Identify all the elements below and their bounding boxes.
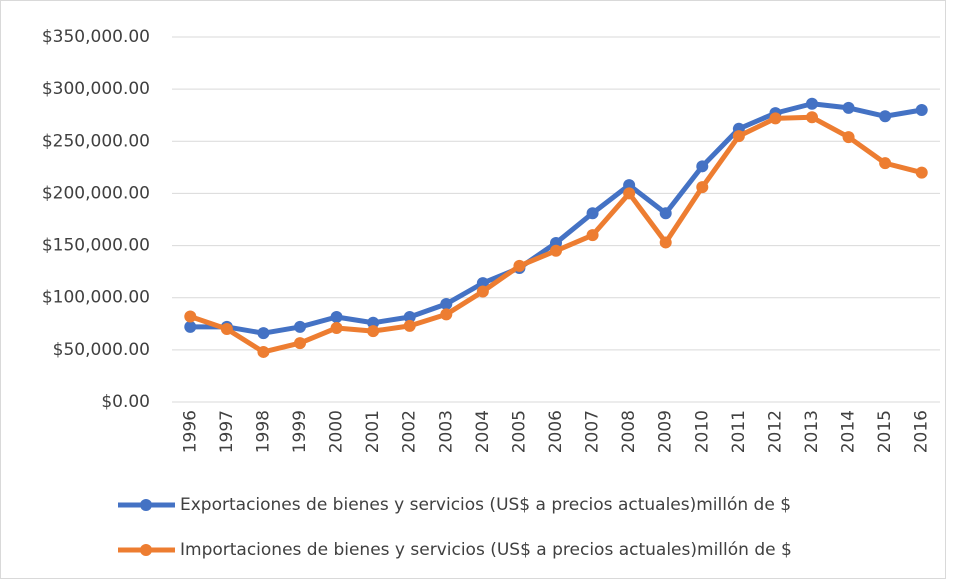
- x-tick-label: 2003: [436, 410, 456, 453]
- point: [440, 297, 453, 310]
- point: [806, 111, 818, 124]
- point: [879, 157, 892, 170]
- y-tick-label: $250,000.00: [42, 131, 150, 151]
- point: [659, 207, 672, 220]
- x-tick-label: 2012: [765, 410, 785, 453]
- point: [403, 319, 416, 332]
- legend-marker: [140, 544, 152, 556]
- point: [184, 320, 197, 333]
- x-tick-label: 2001: [363, 410, 383, 453]
- x-tick-label: 1996: [180, 410, 200, 453]
- point: [623, 187, 636, 200]
- point: [330, 321, 343, 334]
- point: [330, 311, 343, 324]
- point: [696, 181, 709, 194]
- legend-marker: [140, 499, 152, 511]
- point: [476, 277, 489, 290]
- x-tick-label: 2013: [802, 410, 822, 453]
- y-tick-label: $350,000.00: [42, 27, 150, 47]
- x-tick-label: 2011: [729, 410, 749, 453]
- x-tick-label: 2009: [656, 410, 676, 453]
- legend-label: Exportaciones de bienes y servicios (US$…: [180, 495, 791, 515]
- y-tick-label: $50,000.00: [53, 340, 150, 360]
- point: [879, 110, 892, 123]
- point: [294, 320, 306, 333]
- x-tick-label: 1997: [217, 410, 237, 453]
- point: [732, 130, 745, 143]
- x-tick-label: 2005: [509, 410, 529, 453]
- point: [294, 337, 306, 350]
- y-tick-label: $100,000.00: [42, 288, 150, 308]
- point: [513, 259, 526, 272]
- point: [476, 285, 489, 298]
- y-tick-label: $300,000.00: [42, 79, 150, 99]
- x-tick-label: 1999: [290, 410, 310, 453]
- point: [550, 244, 562, 257]
- point: [623, 179, 636, 192]
- point: [806, 97, 818, 110]
- point: [842, 131, 855, 144]
- x-tick-label: 2014: [839, 410, 859, 453]
- point: [915, 104, 928, 116]
- x-tick-label: 2006: [546, 410, 566, 453]
- x-tick-label: 2008: [619, 410, 639, 453]
- point: [367, 316, 380, 329]
- x-tick-label: 2015: [875, 410, 895, 453]
- point: [367, 325, 380, 338]
- point: [257, 327, 270, 340]
- x-tick-label: 2016: [912, 410, 932, 453]
- point: [440, 308, 453, 321]
- legend-label: Importaciones de bienes y servicios (US$…: [180, 540, 792, 560]
- x-tick-label: 2000: [327, 410, 347, 453]
- point: [220, 323, 233, 335]
- point: [586, 229, 599, 242]
- x-tick-label: 2002: [400, 410, 420, 453]
- y-tick-label: $150,000.00: [42, 236, 150, 256]
- y-tick-label: $200,000.00: [42, 183, 150, 203]
- point: [257, 345, 270, 358]
- point: [769, 112, 782, 125]
- y-tick-label: $0.00: [101, 392, 150, 412]
- point: [403, 311, 416, 324]
- point: [842, 101, 855, 114]
- point: [915, 166, 928, 179]
- point: [184, 310, 197, 323]
- point: [586, 207, 599, 220]
- x-tick-label: 1998: [253, 410, 273, 453]
- x-tick-label: 2010: [692, 410, 712, 453]
- point: [696, 160, 709, 173]
- point: [659, 236, 672, 249]
- x-tick-label: 2004: [473, 410, 493, 453]
- x-tick-label: 2007: [583, 410, 603, 453]
